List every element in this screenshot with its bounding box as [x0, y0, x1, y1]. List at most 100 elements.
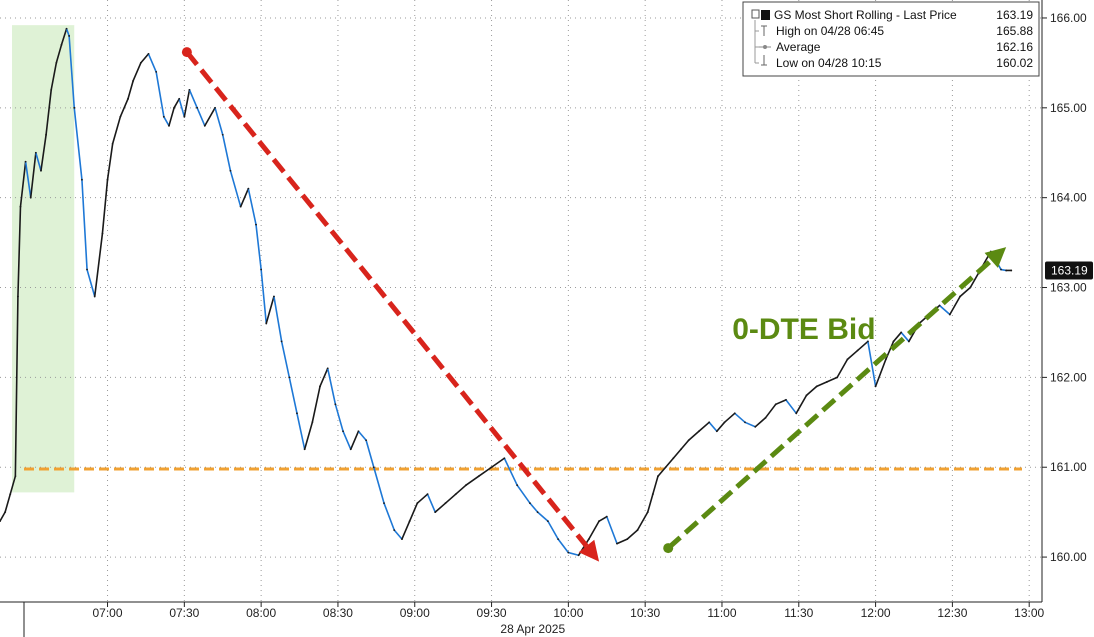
price-point	[60, 44, 63, 46]
legend-entry-label: Low on 04/28 10:15	[776, 56, 882, 70]
price-point	[365, 439, 368, 442]
price-point	[221, 133, 224, 136]
price-segment	[155, 71, 165, 118]
price-segment	[605, 515, 618, 545]
price-segment	[774, 399, 787, 406]
price-segment	[529, 502, 539, 513]
price-segment	[140, 53, 150, 64]
price-segment	[132, 62, 142, 82]
price-segment	[874, 358, 887, 388]
price-point	[393, 529, 396, 532]
legend-title-value: 163.19	[996, 8, 1033, 22]
price-segment	[365, 439, 375, 469]
price-point	[587, 538, 590, 541]
price-segment	[9, 475, 17, 495]
price-segment	[196, 107, 206, 127]
price-point	[86, 268, 88, 271]
price-segment	[490, 457, 506, 469]
price-point	[616, 542, 618, 545]
price-point	[557, 538, 560, 541]
price-point	[723, 421, 726, 424]
price-segment	[754, 417, 767, 428]
price-point	[319, 385, 321, 388]
price-segment	[357, 430, 367, 442]
price-segment	[127, 80, 134, 100]
price-segment	[588, 520, 600, 540]
price-segment	[815, 381, 828, 388]
price-segment	[636, 511, 649, 531]
price-point	[477, 475, 480, 478]
price-segment	[204, 107, 216, 127]
price-point	[349, 448, 352, 451]
price-point	[401, 538, 403, 541]
price-segment	[214, 107, 224, 136]
price-point	[687, 439, 690, 442]
price-segment	[334, 403, 344, 433]
price-segment	[68, 35, 76, 109]
legend-tree-lines	[754, 20, 759, 64]
legend-entry-value: 160.02	[996, 56, 1033, 70]
price-segment	[785, 399, 798, 415]
uptrend-arrow-start	[663, 543, 674, 554]
legend-title-row: GS Most Short Rolling - Last Price 163.1…	[751, 8, 1033, 22]
price-segment	[687, 430, 700, 442]
price-segment	[547, 520, 559, 540]
price-segment	[178, 98, 186, 118]
price-point	[155, 70, 158, 73]
low-marker-icon	[761, 55, 767, 66]
annotation-0dte-bid: 0-DTE Bid	[732, 313, 875, 346]
price-segment	[434, 502, 447, 513]
price-point	[14, 475, 17, 478]
last-price-label: 163.19	[1051, 263, 1088, 277]
price-segment	[465, 475, 480, 486]
price-point	[183, 115, 186, 118]
legend-entry-average: Average 162.16	[759, 40, 1033, 54]
price-segment	[846, 349, 859, 361]
uptrend-arrow-head	[984, 247, 1007, 268]
price-segment	[260, 268, 268, 325]
price-point	[326, 367, 329, 370]
price-segment	[408, 502, 419, 522]
legend-box	[742, 1, 1040, 77]
price-segment	[73, 107, 83, 181]
price-point	[229, 169, 232, 172]
price-point	[55, 61, 58, 64]
price-point	[733, 412, 736, 415]
price-point	[1005, 269, 1008, 272]
price-segment	[65, 27, 70, 37]
price-point	[503, 457, 506, 460]
price-point	[1010, 269, 1013, 272]
price-segment	[616, 538, 629, 545]
price-point	[636, 529, 639, 532]
price-point	[465, 484, 467, 487]
price-segment	[401, 520, 411, 540]
price-segment	[326, 367, 337, 406]
price-segment	[664, 457, 675, 469]
price-point	[907, 340, 910, 343]
price-segment	[652, 475, 659, 495]
price-point	[147, 53, 150, 55]
x-tick-label: 11:00	[707, 606, 736, 620]
price-segment	[55, 44, 63, 64]
price-segment	[60, 27, 68, 46]
price-segment	[86, 268, 96, 298]
price-point	[680, 448, 682, 451]
y-tick-label: 164.00	[1050, 191, 1087, 205]
x-tick-label: 13:00	[1014, 606, 1044, 620]
price-segment	[516, 484, 531, 504]
price-point	[68, 35, 71, 37]
x-tick-label: 12:30	[937, 606, 967, 620]
price-segment	[949, 295, 961, 316]
price-segment	[24, 160, 32, 199]
price-point	[938, 304, 941, 307]
legend-expand-icon	[751, 9, 760, 19]
price-point	[203, 124, 206, 127]
y-tick-label: 165.00	[1050, 101, 1087, 115]
price-point	[785, 398, 787, 401]
price-segment	[29, 151, 37, 199]
price-segment	[255, 223, 262, 271]
price-point	[255, 223, 257, 226]
price-point	[73, 106, 76, 109]
price-segment	[342, 430, 352, 451]
price-point	[846, 358, 849, 361]
